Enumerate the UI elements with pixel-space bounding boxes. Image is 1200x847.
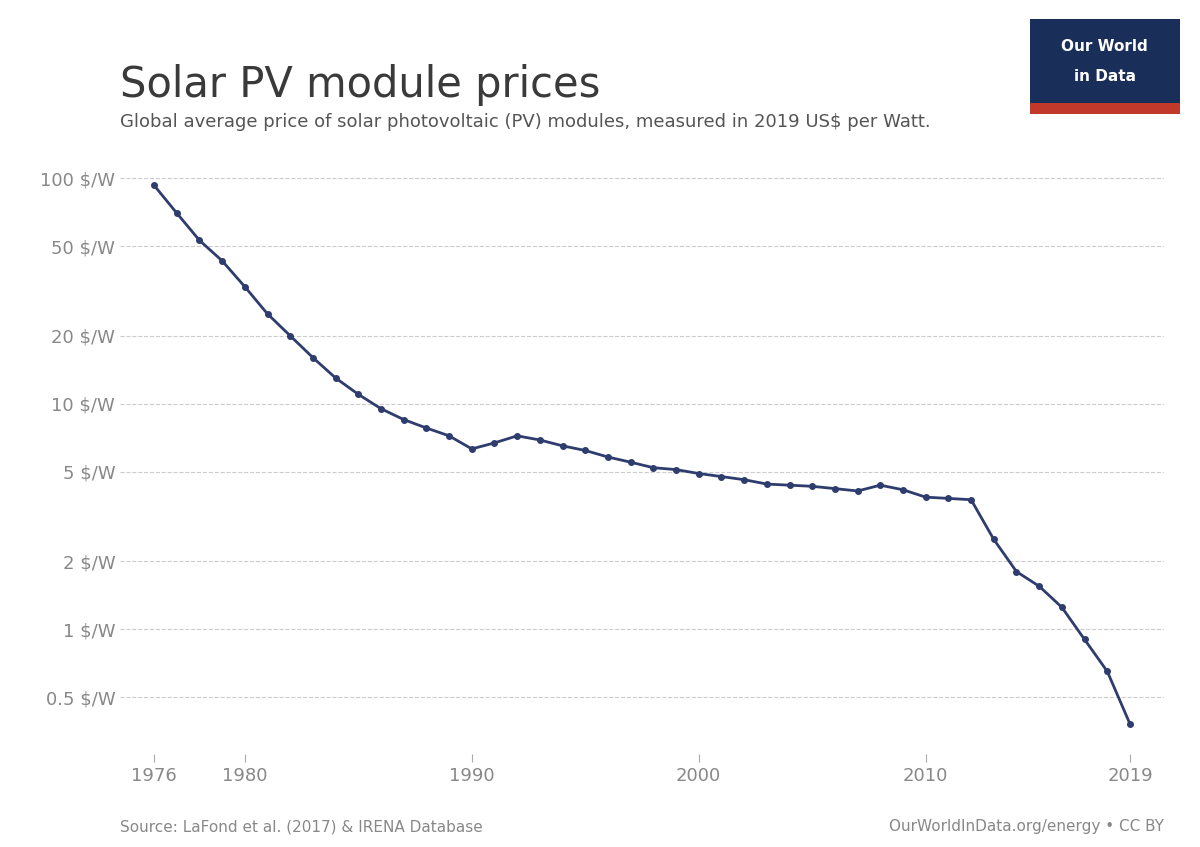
Text: in Data: in Data [1074,69,1135,84]
Text: Source: LaFond et al. (2017) & IRENA Database: Source: LaFond et al. (2017) & IRENA Dat… [120,819,482,834]
Text: Solar PV module prices: Solar PV module prices [120,64,600,106]
Text: Global average price of solar photovoltaic (PV) modules, measured in 2019 US$ pe: Global average price of solar photovolta… [120,113,931,131]
Text: OurWorldInData.org/energy • CC BY: OurWorldInData.org/energy • CC BY [889,819,1164,834]
Text: Our World: Our World [1061,39,1148,53]
